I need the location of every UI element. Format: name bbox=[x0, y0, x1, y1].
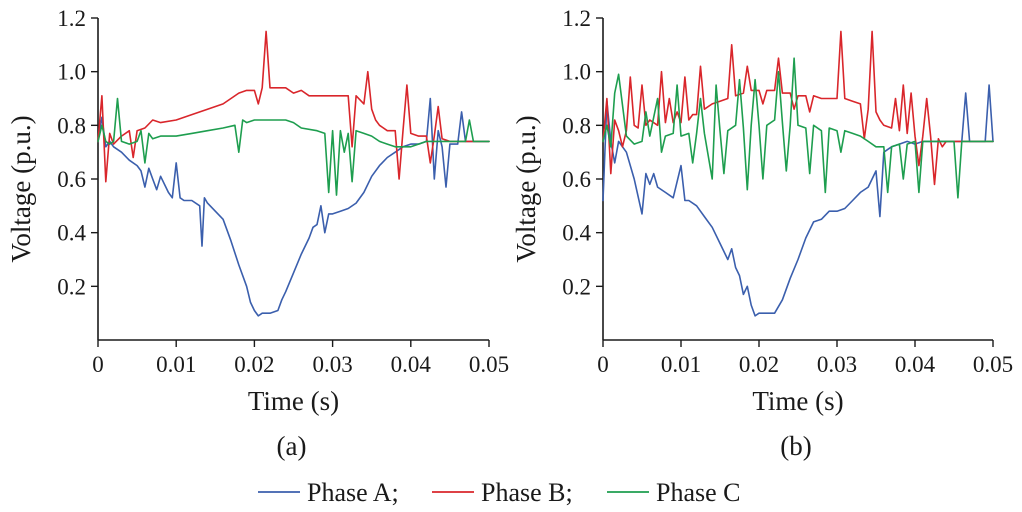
x-axis-title: Time (s) bbox=[248, 386, 339, 416]
panel-label: (a) bbox=[277, 431, 307, 461]
legend: Phase A; Phase B; Phase C bbox=[258, 478, 741, 507]
x-tick-label: 0.01 bbox=[156, 352, 196, 377]
x-tick-label: 0.02 bbox=[234, 352, 274, 377]
series-line-phase-b bbox=[97, 30, 490, 183]
legend-label-phase-a: Phase A; bbox=[307, 478, 399, 507]
x-tick-label: 0 bbox=[597, 352, 609, 377]
y-tick-label: 0.8 bbox=[562, 113, 591, 138]
x-tick-label: 0.02 bbox=[739, 352, 779, 377]
legend-label-phase-c: Phase C bbox=[656, 478, 741, 507]
series-line-phase-a bbox=[97, 97, 490, 317]
panel-label: (b) bbox=[780, 431, 811, 461]
y-axis-title: Voltage (p.u.) bbox=[511, 115, 541, 262]
y-tick-label: 0.2 bbox=[562, 274, 591, 299]
y-tick-label: 1.2 bbox=[562, 6, 591, 31]
legend-label-phase-b: Phase B; bbox=[481, 478, 573, 507]
chart-panel-a: 0 0.01 0.02 0.03 0.04 0.05 0.2 0.4 0.6 0.8 1.0 1.2 T… bbox=[6, 6, 509, 461]
x-tick-label: 0.04 bbox=[895, 352, 936, 377]
y-tick-label: 0.8 bbox=[57, 113, 86, 138]
x-tick-label: 0.03 bbox=[817, 352, 857, 377]
x-tick-label: 0.01 bbox=[661, 352, 701, 377]
chart-panel-b: 0 0.01 0.02 0.03 0.04 0.05 0.2 0.4 0.6 0.8 1.0 1.2 T… bbox=[511, 6, 1013, 461]
x-tick-label: 0.03 bbox=[312, 352, 352, 377]
x-tick-label: 0.05 bbox=[469, 352, 509, 377]
y-axis-title: Voltage (p.u.) bbox=[6, 115, 36, 262]
x-tick-label: 0.04 bbox=[391, 352, 432, 377]
x-tick-label: 0 bbox=[92, 352, 104, 377]
y-tick-label: 0.4 bbox=[562, 221, 591, 246]
y-tick-label: 0.4 bbox=[57, 221, 86, 246]
y-tick-label: 0.6 bbox=[562, 167, 591, 192]
x-axis-title: Time (s) bbox=[752, 386, 843, 416]
series-line-phase-b bbox=[602, 30, 994, 186]
y-tick-label: 0.6 bbox=[57, 167, 86, 192]
series-line-phase-c bbox=[97, 97, 490, 196]
y-tick-label: 1.0 bbox=[562, 60, 591, 85]
panels-group: 0 0.01 0.02 0.03 0.04 0.05 0.2 0.4 0.6 0.8 1.0 1.2 T… bbox=[6, 6, 1013, 461]
x-tick-label: 0.05 bbox=[973, 352, 1013, 377]
y-tick-label: 1.2 bbox=[57, 6, 86, 31]
series-line-phase-c bbox=[602, 57, 994, 199]
y-tick-label: 1.0 bbox=[57, 60, 86, 85]
y-tick-label: 0.2 bbox=[57, 274, 86, 299]
